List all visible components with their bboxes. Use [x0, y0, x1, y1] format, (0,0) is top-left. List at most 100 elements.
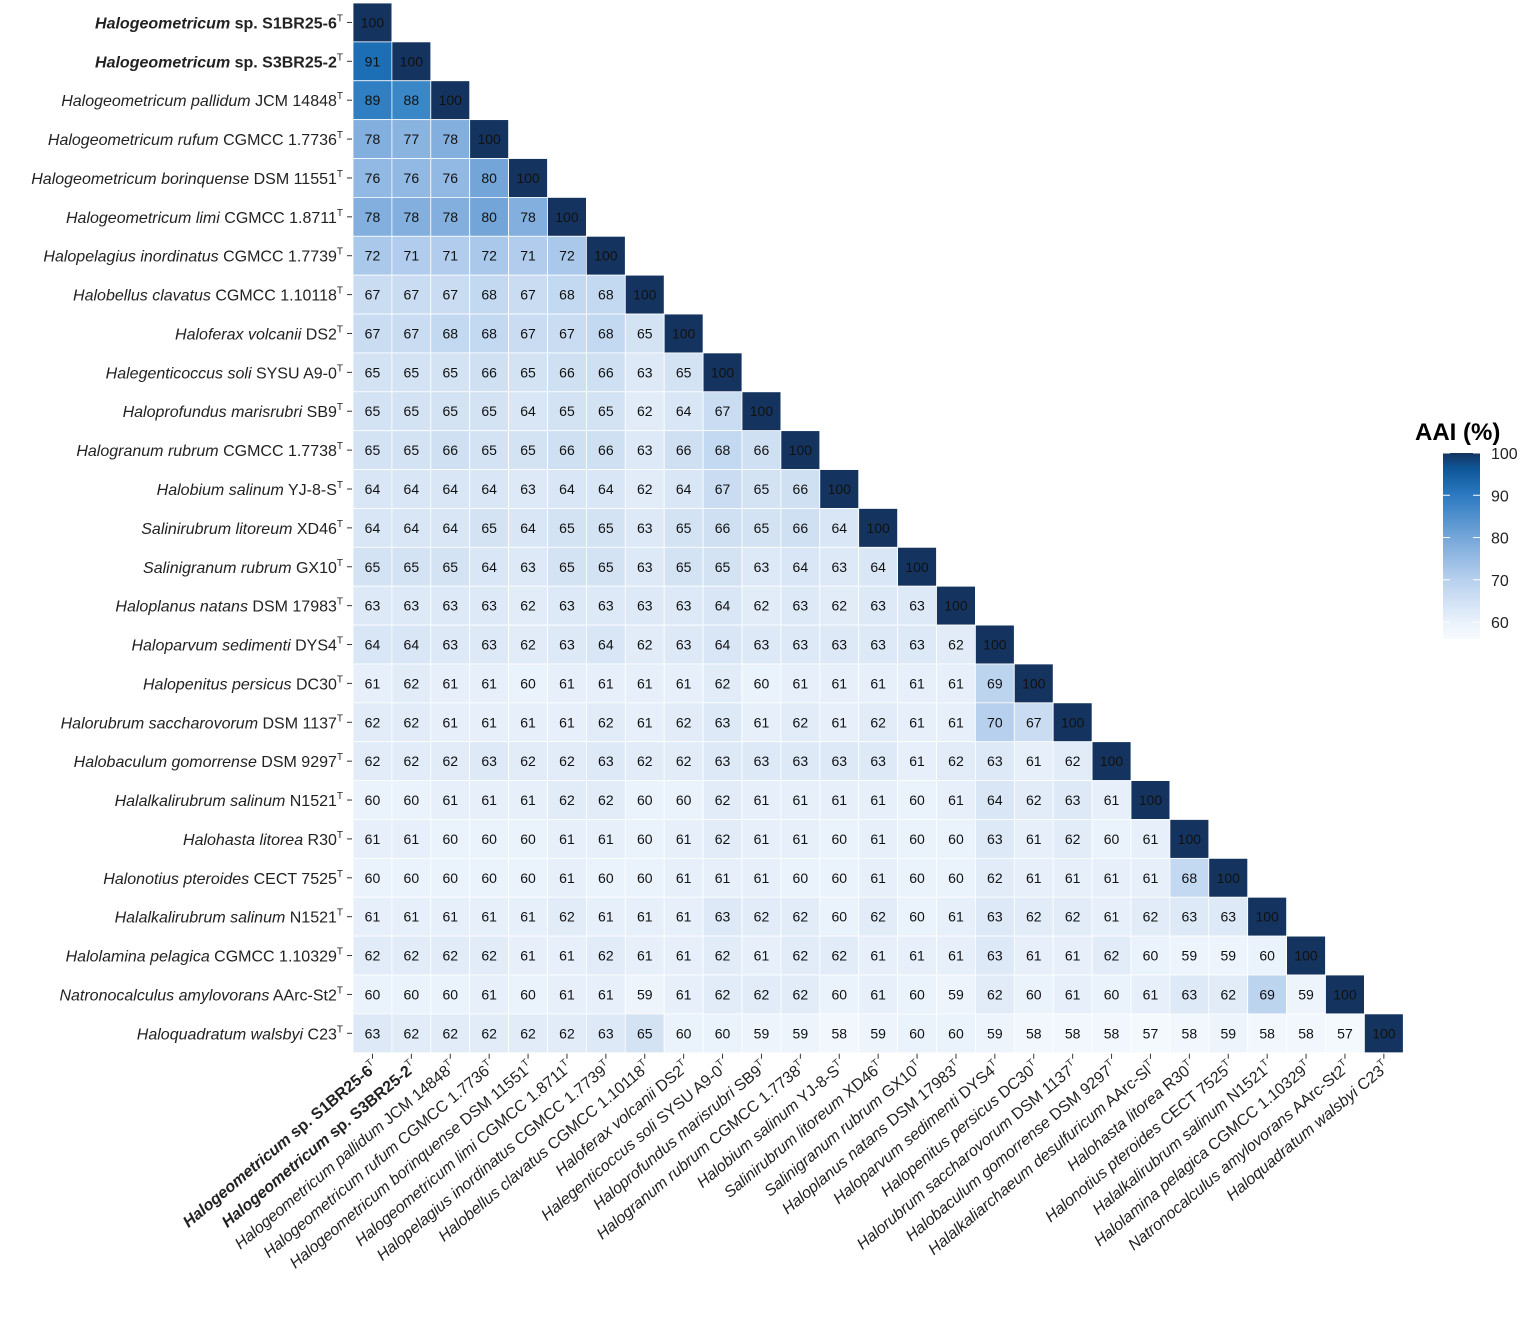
heatmap-cell-value: 63: [637, 598, 653, 614]
heatmap-cell-value: 61: [870, 870, 886, 886]
heatmap-cell: [352, 391, 393, 432]
heatmap-cell: [469, 430, 510, 470]
heatmap-cell-value: 60: [365, 986, 381, 1002]
y-axis-label: Halopelagius inordinatus CGMCC 1.7739T: [43, 247, 343, 266]
heatmap-cell-value: 68: [1182, 870, 1198, 886]
heatmap-cell-value: 65: [676, 559, 692, 575]
heatmap-cell-value: 63: [598, 753, 614, 769]
heatmap-cell-value: 100: [1294, 948, 1318, 964]
heatmap-cell: [624, 274, 665, 315]
heatmap-cell-value: 71: [520, 248, 536, 264]
heatmap-cell-value: 63: [1182, 909, 1198, 925]
heatmap-cell: [547, 508, 587, 548]
heatmap-cell: [624, 780, 665, 820]
heatmap-cell: [663, 741, 704, 781]
heatmap-cell-value: 63: [715, 714, 731, 730]
heatmap-cell-value: 60: [404, 870, 420, 886]
heatmap-cell-value: 61: [1143, 831, 1159, 847]
heatmap-cell-value: 65: [637, 325, 653, 341]
heatmap-cell-value: 59: [754, 1025, 770, 1041]
heatmap-cell-value: 61: [442, 792, 458, 808]
heatmap-cell-value: 65: [365, 442, 381, 458]
heatmap-cell: [430, 313, 471, 354]
heatmap-cell: [1325, 974, 1365, 1015]
heatmap-cell-value: 62: [715, 675, 731, 691]
heatmap-cell-value: 62: [1143, 909, 1159, 925]
heatmap-cell-value: 59: [1220, 1025, 1236, 1041]
heatmap-cell-value: 63: [481, 753, 497, 769]
heatmap-cell-value: 100: [1139, 792, 1163, 808]
heatmap-cell-value: 100: [400, 53, 424, 69]
heatmap-cell-value: 61: [948, 792, 964, 808]
heatmap-cell: [547, 819, 587, 859]
heatmap-cell-value: 59: [1182, 948, 1198, 964]
heatmap-cell: [897, 585, 937, 626]
heatmap-cell-value: 62: [715, 831, 731, 847]
heatmap-cell: [391, 624, 432, 665]
heatmap-cell: [741, 546, 782, 587]
heatmap-cell: [469, 119, 510, 159]
heatmap-cell-value: 60: [754, 675, 770, 691]
heatmap-cell-value: 60: [442, 870, 458, 886]
heatmap-cell-value: 65: [404, 442, 420, 458]
heatmap-cell-value: 61: [1065, 948, 1081, 964]
heatmap-cell-value: 65: [754, 481, 770, 497]
heatmap-cell-value: 61: [870, 675, 886, 691]
heatmap-cell-value: 61: [481, 909, 497, 925]
heatmap-cell: [819, 624, 860, 665]
heatmap-cell: [430, 80, 471, 121]
heatmap-cell: [780, 508, 821, 548]
heatmap-cell-value: 63: [598, 598, 614, 614]
heatmap-cell: [702, 352, 743, 393]
heatmap-cell: [352, 2, 393, 43]
heatmap-cell-value: 62: [870, 909, 886, 925]
heatmap-cell: [780, 430, 821, 470]
heatmap-cell: [586, 585, 626, 626]
heatmap-cell-value: 91: [365, 53, 381, 69]
heatmap-cell: [936, 741, 976, 781]
heatmap-cell: [586, 508, 626, 548]
heatmap-cell-value: 61: [1026, 870, 1042, 886]
heatmap-cell-value: 61: [948, 675, 964, 691]
y-axis-label: Halogeometricum sp. S1BR25-6T: [95, 13, 343, 32]
y-axis-label: Salinirubrum litoreum XD46T: [141, 519, 343, 538]
heatmap-cell-value: 63: [715, 753, 731, 769]
heatmap-cell-value: 62: [948, 637, 964, 653]
heatmap-cell-value: 60: [909, 909, 925, 925]
heatmap-cell-value: 63: [559, 598, 575, 614]
heatmap-cell: [780, 857, 821, 898]
heatmap-cell-value: 100: [828, 481, 852, 497]
heatmap-cell: [1208, 935, 1249, 976]
heatmap-cell-value: 61: [909, 675, 925, 691]
heatmap-cell-value: 60: [481, 831, 497, 847]
heatmap-cell-value: 100: [1217, 870, 1241, 886]
heatmap-cell: [624, 974, 665, 1015]
heatmap-cell-value: 78: [365, 209, 381, 225]
heatmap-cell-value: 72: [365, 248, 381, 264]
heatmap-cell-value: 62: [637, 403, 653, 419]
heatmap-cell-value: 62: [676, 753, 692, 769]
heatmap-cell-value: 61: [481, 792, 497, 808]
heatmap-cell: [780, 896, 821, 937]
colorbar-tick-label: 90: [1491, 488, 1509, 505]
heatmap-cell-value: 62: [404, 948, 420, 964]
heatmap-cell-value: 65: [559, 520, 575, 536]
heatmap-cell-value: 64: [365, 520, 381, 536]
heatmap-cell-value: 60: [520, 831, 536, 847]
heatmap-cell-value: 60: [365, 792, 381, 808]
heatmap-cell: [352, 469, 393, 509]
heatmap-cell-value: 63: [442, 598, 458, 614]
heatmap-cell-value: 61: [1026, 948, 1042, 964]
heatmap-cell-value: 61: [948, 948, 964, 964]
heatmap-cell: [936, 1013, 976, 1054]
heatmap-cell-value: 62: [715, 792, 731, 808]
heatmap-cell-value: 59: [948, 986, 964, 1002]
heatmap-cell-value: 63: [1065, 792, 1081, 808]
colorbar-ticks: 60 70 80 90 100: [1443, 446, 1518, 632]
heatmap-cell: [858, 819, 899, 859]
heatmap-cell: [1130, 896, 1171, 937]
heatmap-cell-value: 62: [559, 1025, 575, 1041]
heatmap-cell-value: 88: [404, 92, 420, 108]
heatmap-cell: [391, 974, 432, 1015]
